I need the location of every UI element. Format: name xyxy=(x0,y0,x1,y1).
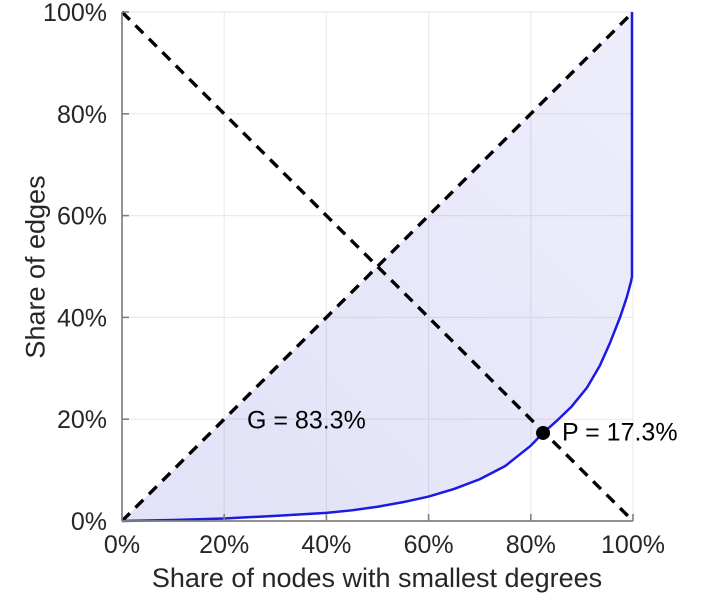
x-tick-label: 0% xyxy=(104,531,140,559)
y-tick-label: 40% xyxy=(57,304,107,332)
y-axis-label: Share of edges xyxy=(20,175,51,359)
x-tick-label: 80% xyxy=(506,531,556,559)
y-tick-label: 100% xyxy=(43,0,107,27)
equality-diagonal xyxy=(120,10,635,523)
y-tick-label: 0% xyxy=(71,508,107,536)
x-axis-label: Share of nodes with smallest degrees xyxy=(151,563,603,593)
y-tick-label: 20% xyxy=(57,406,107,434)
gini-annotation: G = 83.3% xyxy=(246,406,366,435)
x-tick-label: 100% xyxy=(601,531,665,559)
anti-diagonal xyxy=(120,10,635,523)
x-tick-label: 20% xyxy=(199,531,249,559)
intersection-point xyxy=(536,425,551,440)
p-annotation: P = 17.3% xyxy=(561,418,678,447)
y-tick-label: 80% xyxy=(57,101,107,129)
y-tick-label: 60% xyxy=(57,203,107,231)
lorenz-curve xyxy=(121,12,634,523)
x-tick-label: 40% xyxy=(301,531,351,559)
x-tick-label: 60% xyxy=(404,531,454,559)
